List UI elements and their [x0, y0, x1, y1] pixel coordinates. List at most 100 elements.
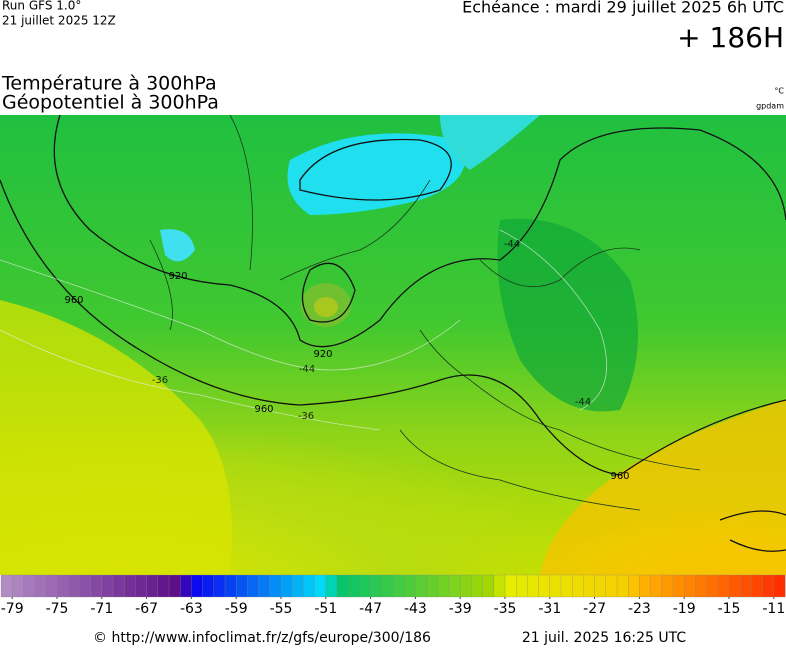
colorbar-segment — [180, 574, 192, 598]
colorbar-swatch — [404, 574, 416, 598]
colorbar-swatch — [112, 574, 125, 598]
colorbar-swatch — [23, 574, 36, 598]
unit-geopotential: gpdam — [756, 102, 784, 111]
colorbar-swatch — [684, 574, 696, 598]
timestamp: 21 juil. 2025 16:25 UTC — [522, 630, 687, 646]
colorbar-segment — [504, 574, 629, 598]
colorbar-tick-label: -59 — [225, 601, 248, 617]
colorbar-swatch — [168, 574, 181, 598]
colorbar-swatch — [247, 574, 260, 598]
colorbar-segment — [191, 574, 327, 598]
valid-time: Echéance : mardi 29 juillet 2025 6h UTC — [462, 0, 784, 17]
colorbar-swatch — [68, 574, 80, 598]
run-label: Run GFS 1.0° — [2, 0, 81, 13]
colorbar-tick-label: -23 — [628, 601, 651, 617]
colorbar-tick-label: -63 — [180, 601, 203, 617]
colorbar: -79 -75 -71 -67 -63 -59 -55 -51 -47 -43 -39 -35 -31 -… — [0, 574, 786, 617]
colorbar-swatch — [336, 574, 349, 598]
colorbar-swatch — [135, 574, 148, 598]
title-geopotential: Géopotentiel à 300hPa — [2, 92, 219, 114]
colorbar-tick-label: -19 — [673, 601, 696, 617]
colorbar-segment — [336, 574, 495, 598]
colorbar-swatch — [504, 574, 517, 598]
colorbar-segment — [628, 574, 640, 598]
colorbar-tick-label: -75 — [46, 601, 69, 617]
colorbar-segment — [325, 574, 338, 598]
colorbar-swatch — [258, 574, 271, 598]
colorbar-swatch — [773, 574, 786, 598]
unit-temperature: °C — [774, 87, 784, 96]
geopotential-label: 960 — [254, 404, 273, 415]
colorbar-swatch — [213, 574, 226, 598]
colorbar-swatch — [359, 574, 372, 598]
colorbar-tick-label: -71 — [90, 601, 113, 617]
colorbar-swatch — [594, 574, 607, 598]
lead-time: + 186H — [677, 21, 784, 54]
colorbar-swatch — [146, 574, 159, 598]
colorbar-swatch — [314, 574, 327, 598]
colorbar-swatch — [90, 574, 103, 598]
colorbar-swatch — [751, 574, 764, 598]
colorbar-swatch — [740, 574, 752, 598]
colorbar-swatch — [381, 574, 394, 598]
colorbar-swatch — [493, 574, 506, 598]
geopotential-label: 920 — [313, 349, 332, 360]
temperature-label: -36 — [298, 411, 314, 422]
geopotential-label: 960 — [610, 471, 629, 482]
colorbar-swatch — [348, 574, 360, 598]
colorbar-segment — [639, 574, 786, 598]
colorbar-swatch — [516, 574, 528, 598]
colorbar-swatch — [224, 574, 237, 598]
colorbar-swatch — [650, 574, 663, 598]
colorbar-swatch — [695, 574, 708, 598]
colorbar-tick-label: -55 — [270, 601, 293, 617]
colorbar-tick-label: -35 — [494, 601, 517, 617]
colorbar-swatch — [628, 574, 640, 598]
colorbar-swatch — [392, 574, 405, 598]
colorbar-swatch — [0, 574, 13, 598]
colorbar-swatch — [157, 574, 170, 598]
colorbar-tick-label: -15 — [718, 601, 741, 617]
geopotential-label: 920 — [168, 271, 187, 282]
colorbar-swatch — [303, 574, 316, 598]
colorbar-swatch — [437, 574, 450, 598]
colorbar-swatch — [280, 574, 293, 598]
colorbar-swatch — [672, 574, 685, 598]
colorbar-swatch — [101, 574, 114, 598]
temperature-label: -44 — [575, 397, 591, 408]
colorbar-swatch — [180, 574, 192, 598]
colorbar-swatch — [202, 574, 215, 598]
colorbar-swatch — [370, 574, 383, 598]
colorbar-swatch — [325, 574, 338, 598]
colorbar-swatch — [728, 574, 741, 598]
temperature-label: -44 — [504, 239, 520, 250]
temperature-label: -36 — [152, 375, 168, 386]
map: 920 920 960 960 960 -44 -44 -36 -36 -44 — [0, 114, 786, 575]
source-url: © http://www.infoclimat.fr/z/gfs/europe/… — [93, 630, 431, 646]
colorbar-swatch — [426, 574, 439, 598]
colorbar-swatch — [191, 574, 204, 598]
title-temperature: Température à 300hPa — [1, 73, 217, 95]
colorbar-swatch — [56, 574, 69, 598]
colorbar-tick-label: -47 — [359, 601, 382, 617]
run-date: 21 juillet 2025 12Z — [2, 14, 116, 28]
colorbar-swatch — [79, 574, 92, 598]
colorbar-tick-label: -43 — [404, 601, 427, 617]
colorbar-swatch — [583, 574, 596, 598]
geopotential-label: 960 — [64, 295, 83, 306]
colorbar-swatch — [572, 574, 584, 598]
colorbar-swatch — [448, 574, 461, 598]
colorbar-swatch — [269, 574, 282, 598]
colorbar-tick-label: -51 — [314, 601, 337, 617]
colorbar-swatch — [527, 574, 540, 598]
temperature-label: -44 — [299, 364, 315, 375]
colorbar-swatch — [292, 574, 304, 598]
colorbar-tick-label: -31 — [538, 601, 561, 617]
colorbar-swatch — [538, 574, 551, 598]
colorbar-tick-label: -79 — [1, 601, 24, 617]
colorbar-tick-label: -27 — [583, 601, 606, 617]
colorbar-swatch — [415, 574, 428, 598]
colorbar-swatch — [460, 574, 472, 598]
colorbar-swatch — [12, 574, 24, 598]
